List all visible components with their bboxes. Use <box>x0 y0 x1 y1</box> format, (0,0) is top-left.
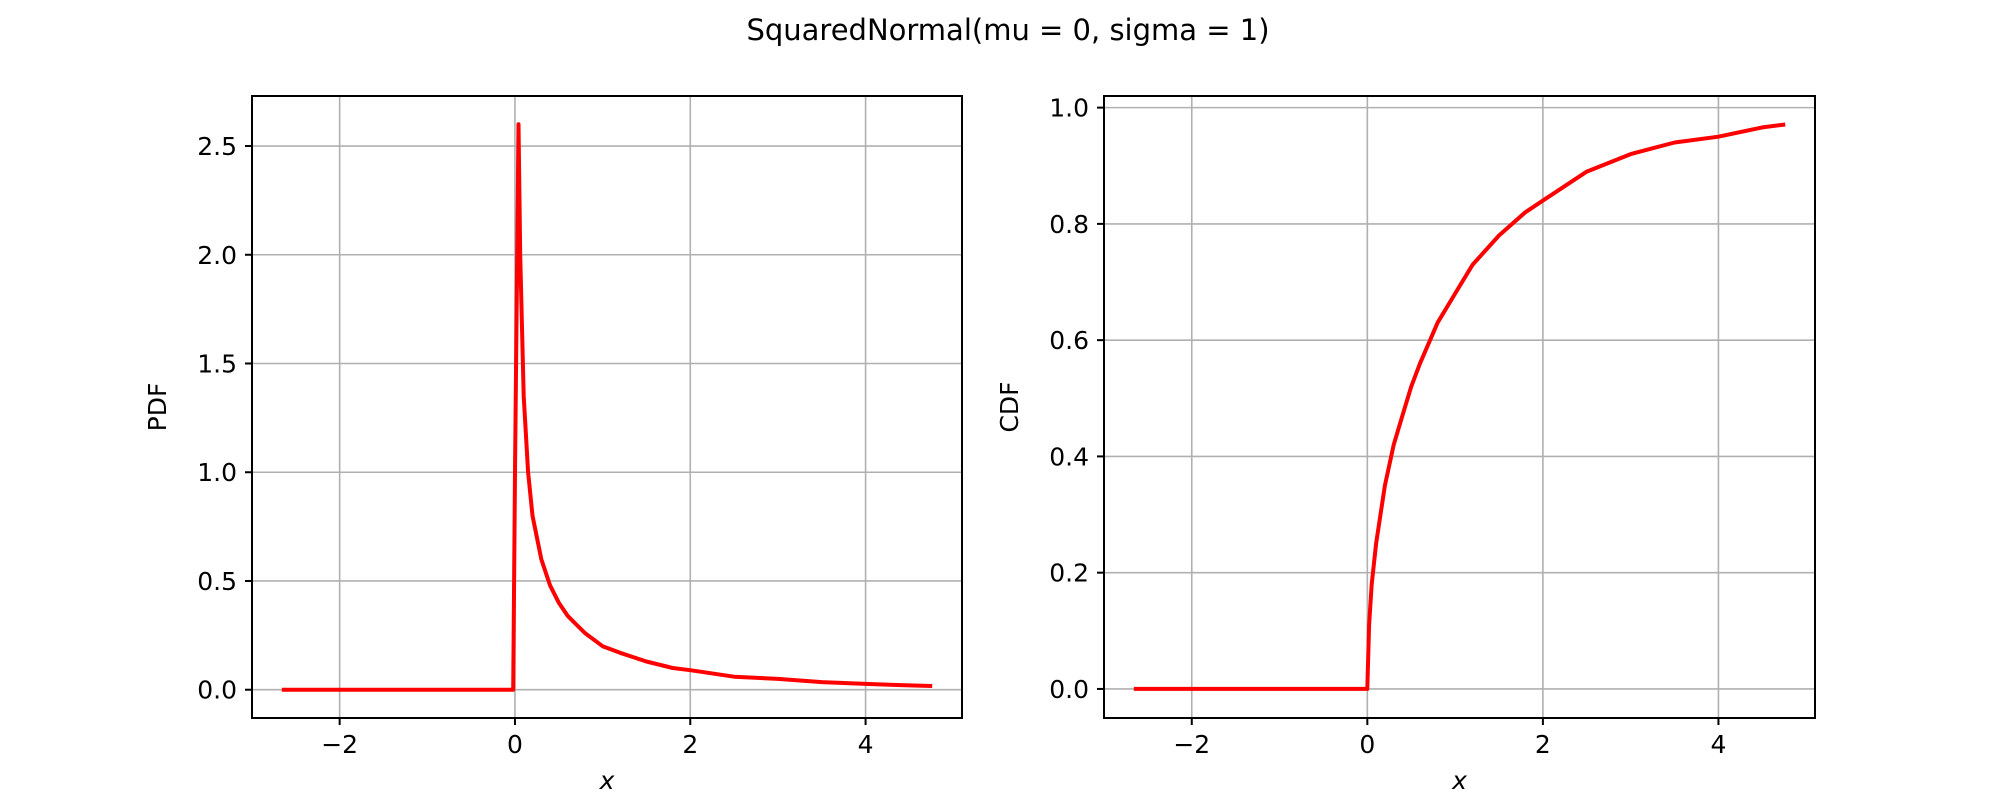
pdf-xtick-label: 4 <box>858 730 874 759</box>
pdf-xtick-label: −2 <box>321 730 358 759</box>
cdf-xaxis-label: x <box>1451 766 1467 795</box>
pdf-ytick-label: 2.0 <box>197 241 237 270</box>
cdf-xtick-label: 0 <box>1359 730 1375 759</box>
pdf-xaxis-label: x <box>599 766 615 795</box>
pdf-ytick-label: 0.5 <box>197 567 237 596</box>
pdf-ytick-label: 1.0 <box>197 458 237 487</box>
pdf-xtick-label: 2 <box>682 730 698 759</box>
cdf-xtick-label: −2 <box>1173 730 1210 759</box>
cdf-yaxis-label: CDF <box>995 381 1024 432</box>
cdf-ytick-label: 0.0 <box>1049 675 1089 704</box>
pdf-subplot: −2 0 2 4 0.0 0.5 1.0 1.5 2.0 2.5 x PDF <box>143 95 963 795</box>
figure-title: SquaredNormal(mu = 0, sigma = 1) <box>746 13 1269 47</box>
cdf-axes-frame <box>1103 95 1816 719</box>
pdf-curve <box>281 122 933 692</box>
cdf-curve <box>1133 122 1786 691</box>
pdf-ytick-label: 2.5 <box>197 132 237 161</box>
cdf-ytick-label: 0.4 <box>1049 442 1089 471</box>
cdf-ytick-label: 0.2 <box>1049 559 1089 588</box>
cdf-ytick-label: 1.0 <box>1049 94 1089 123</box>
cdf-ytick-label: 0.6 <box>1049 326 1089 355</box>
pdf-ytick-label: 0.0 <box>197 676 237 705</box>
pdf-axes-frame <box>251 95 963 719</box>
cdf-xtick-label: 2 <box>1535 730 1551 759</box>
pdf-yaxis-label: PDF <box>143 383 172 432</box>
pdf-xtick-label: 0 <box>507 730 523 759</box>
pdf-ytick-label: 1.5 <box>197 350 237 379</box>
cdf-ytick-label: 0.8 <box>1049 210 1089 239</box>
cdf-subplot: −2 0 2 4 0.0 0.2 0.4 0.6 0.8 1.0 x CDF <box>995 94 1816 795</box>
cdf-xtick-label: 4 <box>1710 730 1726 759</box>
